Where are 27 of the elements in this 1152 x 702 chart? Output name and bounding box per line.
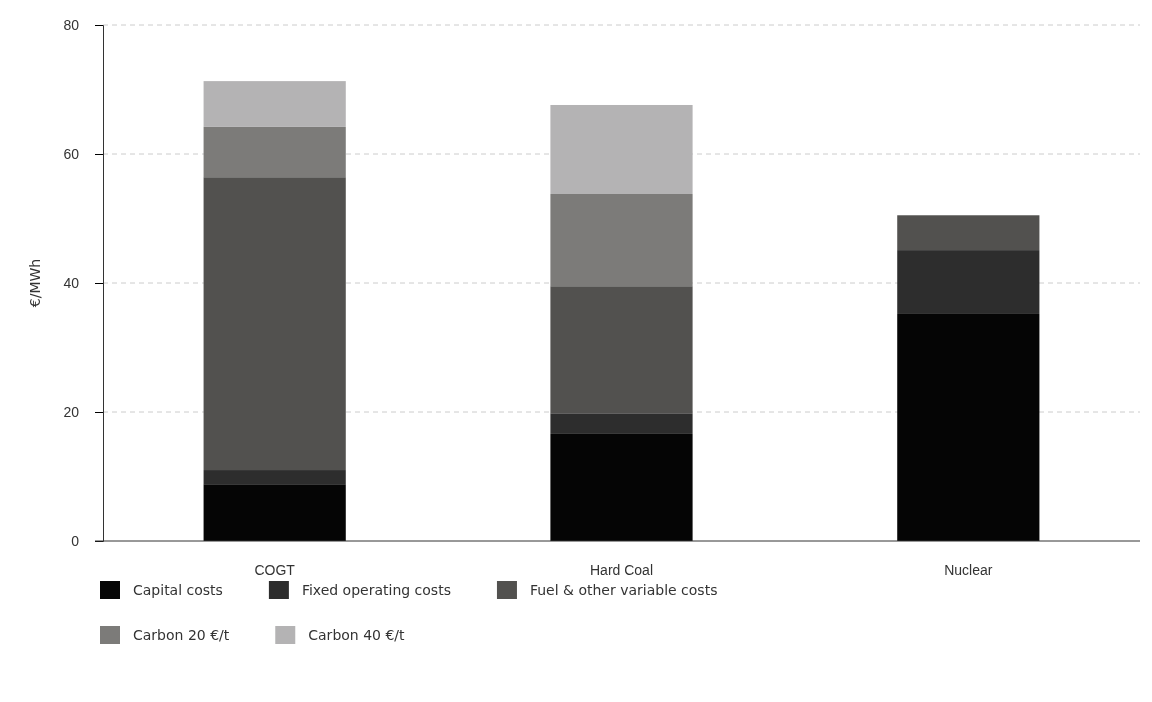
bar <box>203 470 346 485</box>
bar <box>203 177 346 471</box>
legend-label: Carbon 40 €/t <box>308 627 406 643</box>
x-tick-label: Hard Coal <box>589 561 654 578</box>
y-tick-label: 40 <box>63 274 80 291</box>
x-tick-label: COGT <box>254 561 296 578</box>
y-tick-label: 60 <box>63 145 80 162</box>
bar <box>203 484 346 541</box>
y-tick-label: 20 <box>63 403 80 420</box>
legend-label: Carbon 20 €/t <box>133 627 230 643</box>
bar <box>203 126 346 178</box>
bar <box>550 193 693 287</box>
bar <box>550 286 693 414</box>
bar <box>203 81 346 127</box>
y-tick-label: 80 <box>63 16 80 33</box>
bar <box>897 215 1040 251</box>
x-tick-label: Nuclear <box>944 561 993 578</box>
legend-label: Fixed operating costs <box>301 582 451 598</box>
bar <box>897 250 1040 314</box>
legend-label: Capital costs <box>133 582 223 598</box>
y-axis-title: €/MWh <box>27 258 43 308</box>
legend-label: Fuel & other variable costs <box>529 582 718 598</box>
bar <box>550 413 693 434</box>
bar <box>550 104 693 194</box>
bar <box>897 313 1040 541</box>
y-tick-label: 0 <box>71 532 80 549</box>
bar <box>550 433 693 541</box>
